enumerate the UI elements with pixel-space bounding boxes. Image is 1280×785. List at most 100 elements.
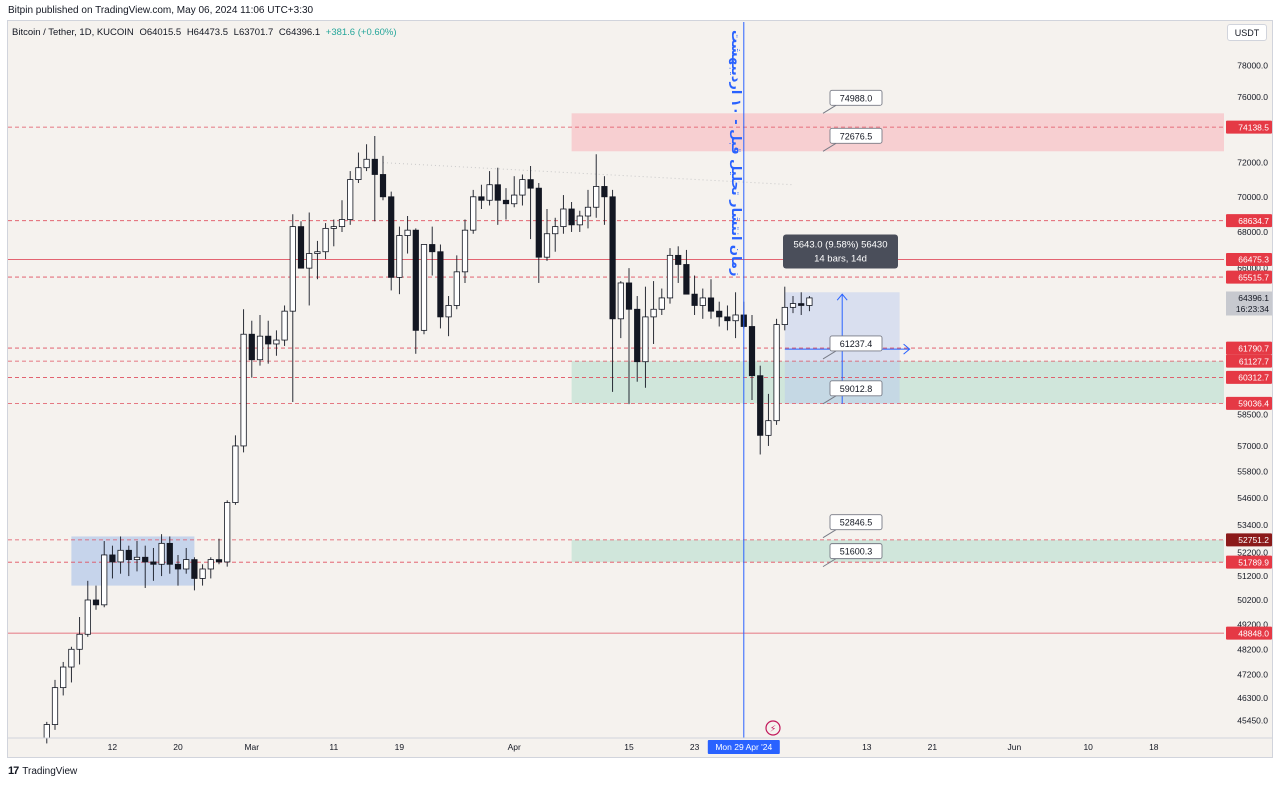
footer-brand: 17 TradingView — [8, 765, 77, 777]
candle-body-4 — [76, 633, 83, 650]
price-level-tag-label-3: 65515.7 — [1238, 272, 1269, 282]
candle-body-21 — [215, 559, 223, 563]
price-level-tag-9 — [1226, 555, 1272, 569]
candle-body-26 — [256, 335, 264, 361]
price-level-tag-label-5: 61127.7 — [1239, 356, 1269, 366]
candle-body-57 — [511, 194, 518, 205]
y-tick-label-8: 57000.0 — [1237, 441, 1268, 451]
symbol-close: C64396.1 — [278, 27, 321, 38]
price-level-tag-7 — [1226, 396, 1272, 410]
candle-body-81 — [707, 297, 715, 312]
y-tick-label-12: 52200.0 — [1237, 548, 1268, 558]
y-tick-label-9: 55800.0 — [1237, 467, 1268, 477]
candle-body-84 — [732, 314, 739, 322]
candle-body-67 — [593, 186, 600, 208]
price-level-tag-label-2: 66475.3 — [1238, 255, 1269, 265]
callout-box-3 — [829, 380, 883, 397]
price-level-tag-label-6: 60312.7 — [1238, 373, 1269, 383]
measure-tooltip-line2: 14 bars, 14d — [814, 254, 867, 265]
price-level-tag-3 — [1226, 270, 1272, 284]
candle-body-88 — [765, 420, 772, 436]
candle-body-14 — [158, 542, 165, 565]
candle-body-72 — [634, 308, 641, 363]
publish-strip: Bitpin published on TradingView.com, May… — [0, 0, 1280, 22]
measure-right-arrowhead — [903, 343, 911, 355]
candle-body-37 — [347, 179, 354, 220]
price-axis-panel — [1224, 44, 1272, 738]
candle-body-68 — [601, 186, 608, 198]
y-tick-label-16: 48200.0 — [1237, 644, 1268, 654]
symbol-change: +381.6 (+0.60%) — [325, 27, 397, 38]
callout-label-5: 51600.3 — [840, 547, 873, 557]
candle-body-50 — [453, 271, 460, 306]
candle-body-11 — [133, 556, 141, 561]
candle-body-34 — [322, 227, 329, 253]
last-price-tag — [1226, 291, 1272, 316]
candle-body-30 — [289, 226, 296, 312]
symbol-open: O64015.5 — [139, 27, 182, 38]
candle-body-75 — [658, 297, 665, 310]
y-tick-label-7: 58500.0 — [1237, 409, 1268, 419]
candle-body-79 — [691, 293, 698, 306]
candle-body-18 — [191, 559, 198, 579]
x-tick-label-0: 12 — [108, 742, 118, 752]
candle-body-44 — [404, 229, 411, 236]
candle-body-91 — [789, 303, 797, 308]
measure-tooltip-box — [783, 234, 898, 269]
x-tick-label-10: Jun — [1008, 742, 1022, 752]
candle-body-62 — [552, 226, 559, 235]
callout-label-0: 74988.0 — [840, 93, 873, 103]
candle-body-41 — [379, 174, 387, 198]
x-tick-label-4: 19 — [395, 742, 405, 752]
callout-leader-3 — [822, 395, 837, 405]
candle-body-12 — [142, 556, 149, 563]
candle-body-39 — [363, 158, 370, 169]
candle-body-66 — [584, 206, 592, 217]
candle-body-90 — [781, 306, 788, 325]
measure-up-arrowhead — [836, 293, 848, 301]
candle-body-25 — [248, 333, 255, 361]
published-by: Bitpin published on TradingView.com, May… — [8, 5, 314, 16]
candle-body-6 — [92, 599, 100, 606]
callout-label-2: 61237.4 — [840, 339, 873, 349]
callout-box-2 — [829, 335, 883, 352]
x-tick-label-11: 10 — [1083, 742, 1093, 752]
price-level-tag-label-9: 51789.9 — [1238, 557, 1269, 567]
candle-body-13 — [150, 561, 157, 565]
price-level-tag-1 — [1226, 214, 1272, 228]
candle-body-27 — [265, 335, 272, 345]
candle-body-49 — [445, 305, 452, 318]
x-tick-label-9: 21 — [928, 742, 938, 752]
price-level-tag-label-0: 74138.5 — [1238, 122, 1269, 132]
price-level-tag-label-7: 59036.4 — [1238, 399, 1269, 409]
y-tick-label-5: 68000.0 — [1237, 227, 1268, 237]
callout-leader-4 — [822, 529, 837, 539]
price-level-tag-0 — [1226, 120, 1272, 134]
candle-body-28 — [273, 339, 280, 345]
candle-body-61 — [543, 233, 551, 258]
candle-body-10 — [125, 549, 132, 561]
y-tick-label-1: 76000.0 — [1237, 92, 1268, 102]
zone-red-0 — [571, 113, 1224, 152]
price-level-tag-label-1: 68634.7 — [1238, 216, 1269, 226]
candle-body-48 — [437, 251, 444, 318]
candle-body-59 — [527, 179, 534, 189]
current-time-label: Mon 29 Apr '24 — [715, 742, 772, 752]
y-tick-label-14: 50200.0 — [1237, 595, 1268, 605]
x-tick-label-2: Mar — [244, 742, 259, 752]
candle-body-5 — [84, 599, 91, 635]
candle-body-64 — [568, 208, 575, 226]
candle-body-71 — [625, 282, 633, 310]
x-tick-label-12: 18 — [1149, 742, 1159, 752]
candle-body-0 — [43, 724, 50, 739]
flash-icon[interactable] — [765, 720, 781, 736]
callout-label-3: 59012.8 — [840, 384, 873, 394]
y-tick-label-3: 72000.0 — [1237, 158, 1268, 168]
price-level-tag-8 — [1226, 533, 1272, 547]
candle-body-31 — [297, 226, 305, 269]
currency-button[interactable]: USDT — [1227, 24, 1267, 41]
candle-body-43 — [396, 235, 403, 278]
y-tick-label-18: 46300.0 — [1237, 693, 1268, 703]
callout-leader-5 — [822, 558, 837, 568]
